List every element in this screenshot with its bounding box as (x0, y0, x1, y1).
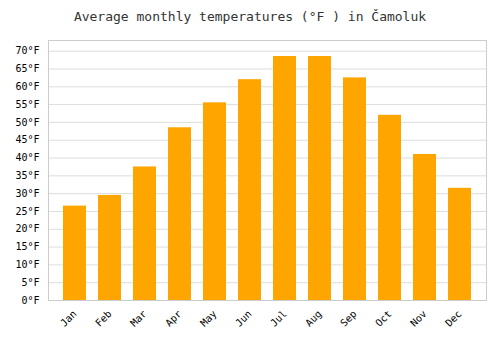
svg-text:0°F: 0°F (21, 295, 39, 306)
svg-text:10°F: 10°F (15, 259, 39, 270)
svg-text:20°F: 20°F (15, 223, 39, 234)
svg-text:65°F: 65°F (15, 63, 39, 74)
svg-text:May: May (198, 308, 219, 329)
svg-text:Mar: Mar (128, 308, 149, 329)
svg-text:Jul: Jul (268, 308, 289, 329)
svg-text:Aug: Aug (303, 308, 324, 329)
svg-text:70°F: 70°F (15, 45, 39, 56)
svg-text:55°F: 55°F (15, 99, 39, 110)
svg-text:60°F: 60°F (15, 81, 39, 92)
svg-text:Jun: Jun (233, 308, 254, 329)
svg-text:15°F: 15°F (15, 241, 39, 252)
svg-text:40°F: 40°F (15, 152, 39, 163)
html-text:Average monthly temperatures (: Average monthly temperatures (°F ) in Ča… (73, 9, 427, 24)
svg-text:Dec: Dec (443, 308, 464, 329)
svg-text:Sep: Sep (338, 308, 359, 329)
svg-text:Jan: Jan (58, 308, 79, 329)
svg-text:Nov: Nov (408, 308, 429, 329)
svg-text:25°F: 25°F (15, 206, 39, 217)
svg-text:30°F: 30°F (15, 188, 39, 199)
svg-text:45°F: 45°F (15, 134, 39, 145)
svg-text:35°F: 35°F (15, 170, 39, 181)
svg-text:Feb: Feb (93, 308, 114, 329)
svg-text:50°F: 50°F (15, 117, 39, 128)
svg-text:Oct: Oct (373, 308, 394, 329)
svg-text:5°F: 5°F (21, 277, 39, 288)
svg-text:Apr: Apr (163, 308, 184, 329)
